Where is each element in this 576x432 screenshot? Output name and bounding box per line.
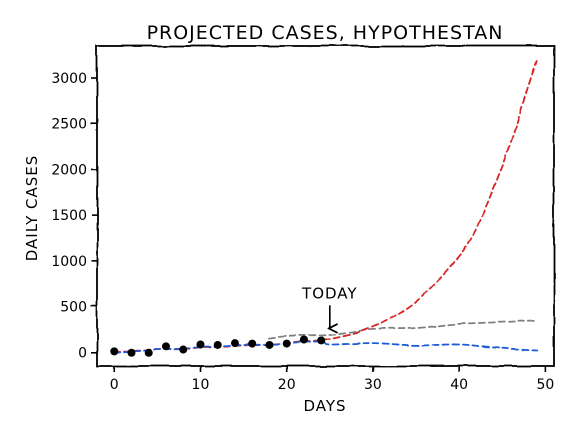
plot-frame bbox=[96, 45, 555, 367]
observed-point bbox=[317, 336, 326, 345]
observed-point bbox=[299, 335, 308, 344]
observed-point bbox=[196, 340, 205, 349]
x-tick-label: 50 bbox=[536, 377, 554, 393]
today-label: TODAY bbox=[301, 284, 358, 302]
plot-lines bbox=[113, 60, 538, 353]
observed-point bbox=[110, 347, 119, 356]
series-line-red bbox=[113, 60, 538, 352]
observed-point bbox=[179, 345, 188, 354]
observed-point bbox=[144, 348, 153, 357]
y-tick-label: 2000 bbox=[51, 162, 87, 178]
y-tick-label: 0 bbox=[78, 345, 87, 361]
y-axis-label: DAILY CASES bbox=[23, 155, 41, 262]
x-tick-label: 10 bbox=[192, 377, 210, 393]
y-tick-label: 1000 bbox=[51, 254, 87, 270]
observed-point bbox=[248, 339, 257, 348]
y-tick-label: 500 bbox=[60, 300, 87, 316]
observed-point bbox=[230, 339, 239, 348]
x-axis-label: DAYS bbox=[303, 397, 346, 415]
axes-frame bbox=[91, 45, 555, 372]
y-tick-label: 3000 bbox=[51, 71, 87, 87]
observed-point bbox=[161, 342, 170, 351]
observed-points bbox=[110, 335, 326, 357]
observed-point bbox=[265, 340, 274, 349]
observed-point bbox=[282, 339, 291, 348]
x-tick-label: 30 bbox=[364, 377, 382, 393]
x-tick-label: 20 bbox=[278, 377, 296, 393]
series-line-grey bbox=[268, 319, 538, 339]
x-tick-label: 0 bbox=[110, 377, 119, 393]
chart-title: PROJECTED CASES, HYPOTHESTAN bbox=[147, 22, 504, 44]
observed-point bbox=[127, 348, 136, 357]
series-line-blue bbox=[113, 340, 538, 353]
y-tick-label: 2500 bbox=[51, 117, 87, 133]
observed-point bbox=[213, 340, 222, 349]
x-tick-label: 40 bbox=[450, 377, 468, 393]
y-tick-label: 1500 bbox=[51, 208, 87, 224]
today-annotation: TODAY bbox=[301, 284, 358, 328]
